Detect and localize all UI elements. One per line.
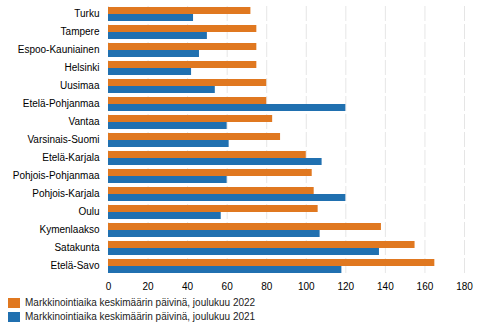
svg-text:Oulu: Oulu	[78, 206, 99, 217]
svg-text:Varsinais-Suomi: Varsinais-Suomi	[27, 134, 99, 145]
svg-text:180: 180	[456, 281, 473, 292]
svg-text:160: 160	[417, 281, 434, 292]
svg-text:Espoo-Kauniainen: Espoo-Kauniainen	[18, 44, 100, 55]
svg-text:100: 100	[298, 281, 315, 292]
html-text:Markkinointiaika keskimäärin p: Markkinointiaika keskimäärin päivinä, jo…	[25, 311, 256, 322]
svg-text:Kymenlaakso: Kymenlaakso	[39, 224, 99, 235]
svg-text:Pohjois-Pohjanmaa: Pohjois-Pohjanmaa	[13, 170, 100, 181]
svg-text:60: 60	[222, 281, 234, 292]
svg-text:Helsinki: Helsinki	[64, 62, 99, 73]
svg-text:80: 80	[261, 281, 273, 292]
svg-text:40: 40	[182, 281, 194, 292]
svg-text:Etelä-Savo: Etelä-Savo	[51, 260, 100, 271]
svg-text:Tampere: Tampere	[61, 26, 100, 37]
svg-text:Turku: Turku	[74, 8, 99, 19]
svg-text:Satakunta: Satakunta	[54, 242, 99, 253]
svg-text:120: 120	[337, 281, 354, 292]
svg-text:Etelä-Pohjanmaa: Etelä-Pohjanmaa	[23, 98, 100, 109]
svg-text:Etelä-Karjala: Etelä-Karjala	[42, 152, 100, 163]
svg-text:140: 140	[377, 281, 394, 292]
svg-text:20: 20	[142, 281, 154, 292]
svg-text:Vantaa: Vantaa	[69, 116, 100, 127]
svg-text:Uusimaa: Uusimaa	[60, 80, 100, 91]
html-text:Markkinointiaika keskimäärin p: Markkinointiaika keskimäärin päivinä, jo…	[25, 297, 256, 308]
svg-text:0: 0	[106, 281, 112, 292]
svg-text:Pohjois-Karjala: Pohjois-Karjala	[32, 188, 100, 199]
